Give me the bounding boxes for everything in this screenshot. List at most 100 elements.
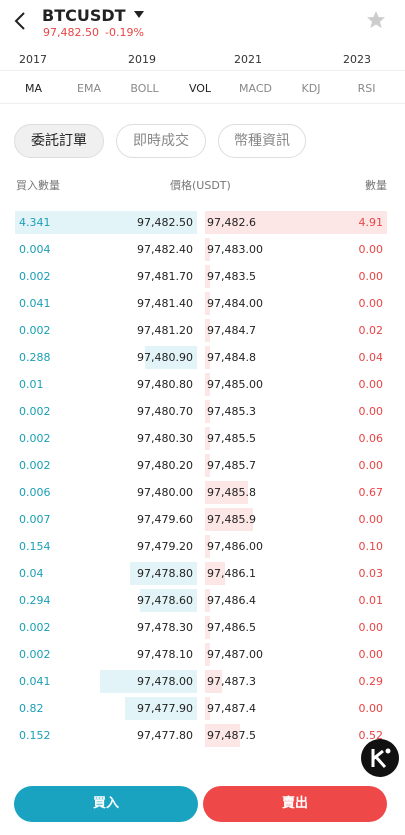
year-label: 2019 xyxy=(128,53,156,66)
order-tab[interactable]: 即時成交 xyxy=(116,124,206,158)
ask-quantity: 0.00 xyxy=(358,648,384,661)
ask-depth-bar xyxy=(205,427,210,450)
indicator-tab[interactable]: MACD xyxy=(239,82,272,95)
bid-quantity: 0.294 xyxy=(19,594,51,607)
order-row: 0.007 97,479.60 97,485.9 0.00 xyxy=(0,506,405,533)
ask-price: 97,487.3 xyxy=(207,675,256,688)
ask-quantity: 0.06 xyxy=(358,432,384,445)
order-row: 0.006 97,480.00 97,485.8 0.67 xyxy=(0,479,405,506)
ask-price: 97,485.5 xyxy=(207,432,256,445)
column-header: 價格(USDT) xyxy=(170,179,231,192)
bid-quantity: 0.002 xyxy=(19,621,51,634)
bid-price: 97,480.20 xyxy=(137,459,193,472)
bid-price: 97,480.80 xyxy=(137,378,193,391)
ask-quantity: 4.91 xyxy=(358,216,384,229)
bid-price: 97,479.60 xyxy=(137,513,193,526)
buy-button[interactable]: 買入 xyxy=(14,786,198,822)
order-row: 0.002 97,480.70 97,485.3 0.00 xyxy=(0,398,405,425)
ask-price: 97,486.5 xyxy=(207,621,256,634)
indicator-tab[interactable]: EMA xyxy=(77,82,101,95)
ask-price: 97,485.9 xyxy=(207,513,256,526)
app-icon[interactable] xyxy=(361,739,399,777)
order-row: 0.294 97,478.60 97,486.4 0.01 xyxy=(0,587,405,614)
bid-price: 97,478.10 xyxy=(137,648,193,661)
symbol[interactable]: BTCUSDT xyxy=(42,6,126,25)
ask-depth-bar xyxy=(205,670,222,693)
bid-quantity: 0.152 xyxy=(19,729,51,742)
order-row: 0.041 97,481.40 97,484.00 0.00 xyxy=(0,290,405,317)
ask-quantity: 0.00 xyxy=(358,297,384,310)
ask-price: 97,485.3 xyxy=(207,405,256,418)
ask-price: 97,485.00 xyxy=(207,378,263,391)
bid-quantity: 0.041 xyxy=(19,297,51,310)
ask-price: 97,486.1 xyxy=(207,567,256,580)
ask-depth-bar xyxy=(205,346,210,369)
ask-quantity: 0.00 xyxy=(358,378,384,391)
favorite-star[interactable] xyxy=(366,10,386,30)
order-row: 0.154 97,479.20 97,486.00 0.10 xyxy=(0,533,405,560)
year-label: 2017 xyxy=(19,53,47,66)
bid-depth-bar xyxy=(15,211,197,234)
bid-price: 97,480.90 xyxy=(137,351,193,364)
divider xyxy=(0,103,405,104)
order-row: 0.82 97,477.90 97,487.4 0.00 xyxy=(0,695,405,722)
dropdown-arrow[interactable] xyxy=(133,10,145,20)
bid-quantity: 0.002 xyxy=(19,324,51,337)
year-label: 2023 xyxy=(343,53,371,66)
ask-quantity: 0.00 xyxy=(358,459,384,472)
ask-depth-bar xyxy=(205,373,210,396)
bid-depth-bar xyxy=(125,697,197,720)
indicator-tab[interactable]: BOLL xyxy=(130,82,159,95)
order-row: 0.288 97,480.90 97,484.8 0.04 xyxy=(0,344,405,371)
ask-depth-bar xyxy=(205,697,210,720)
ask-price: 97,483.5 xyxy=(207,270,256,283)
bid-quantity: 0.288 xyxy=(19,351,51,364)
ask-price: 97,484.7 xyxy=(207,324,256,337)
ask-depth-bar xyxy=(205,265,210,288)
indicator-tab[interactable]: MA xyxy=(24,82,42,95)
ask-quantity: 0.52 xyxy=(358,729,384,742)
ask-depth-bar xyxy=(205,211,387,234)
bid-quantity: 0.002 xyxy=(19,648,51,661)
order-tab[interactable]: 委託訂單 xyxy=(14,124,104,158)
bid-price: 97,480.70 xyxy=(137,405,193,418)
bid-price: 97,482.40 xyxy=(137,243,193,256)
ask-depth-bar xyxy=(205,292,210,315)
back-button[interactable] xyxy=(12,10,28,32)
bid-quantity: 0.002 xyxy=(19,459,51,472)
order-tab[interactable]: 幣種資訊 xyxy=(218,124,306,158)
ask-quantity: 0.03 xyxy=(358,567,384,580)
order-row: 0.002 97,481.70 97,483.5 0.00 xyxy=(0,263,405,290)
indicator-tab[interactable]: VOL xyxy=(188,82,212,95)
bid-quantity: 0.006 xyxy=(19,486,51,499)
ask-price: 97,484.8 xyxy=(207,351,256,364)
bid-depth-bar xyxy=(100,670,197,693)
bid-quantity: 0.01 xyxy=(19,378,44,391)
indicator-tab[interactable]: KDJ xyxy=(301,82,321,95)
ask-quantity: 0.02 xyxy=(358,324,384,337)
last-price: 97,482.50 xyxy=(43,26,99,39)
ask-price: 97,485.8 xyxy=(207,486,256,499)
ask-depth-bar xyxy=(205,454,210,477)
order-row: 0.002 97,480.20 97,485.7 0.00 xyxy=(0,452,405,479)
ask-quantity: 0.00 xyxy=(358,270,384,283)
bid-quantity: 0.002 xyxy=(19,270,51,283)
order-row: 0.01 97,480.80 97,485.00 0.00 xyxy=(0,371,405,398)
ask-depth-bar xyxy=(205,724,240,747)
ask-depth-bar xyxy=(205,535,210,558)
bid-price: 97,481.20 xyxy=(137,324,193,337)
bid-price: 97,479.20 xyxy=(137,540,193,553)
bid-price: 97,480.30 xyxy=(137,432,193,445)
ask-depth-bar xyxy=(205,589,210,612)
bid-quantity: 0.041 xyxy=(19,675,51,688)
ask-quantity: 0.00 xyxy=(358,243,384,256)
sell-button[interactable]: 賣出 xyxy=(203,786,387,822)
ask-depth-bar xyxy=(205,616,210,639)
ask-depth-bar xyxy=(205,319,210,342)
indicator-tab[interactable]: RSI xyxy=(357,82,376,95)
ask-quantity: 0.00 xyxy=(358,513,384,526)
bid-price: 97,480.00 xyxy=(137,486,193,499)
ask-price: 97,487.00 xyxy=(207,648,263,661)
bid-price: 97,478.60 xyxy=(137,594,193,607)
bid-price: 97,481.70 xyxy=(137,270,193,283)
